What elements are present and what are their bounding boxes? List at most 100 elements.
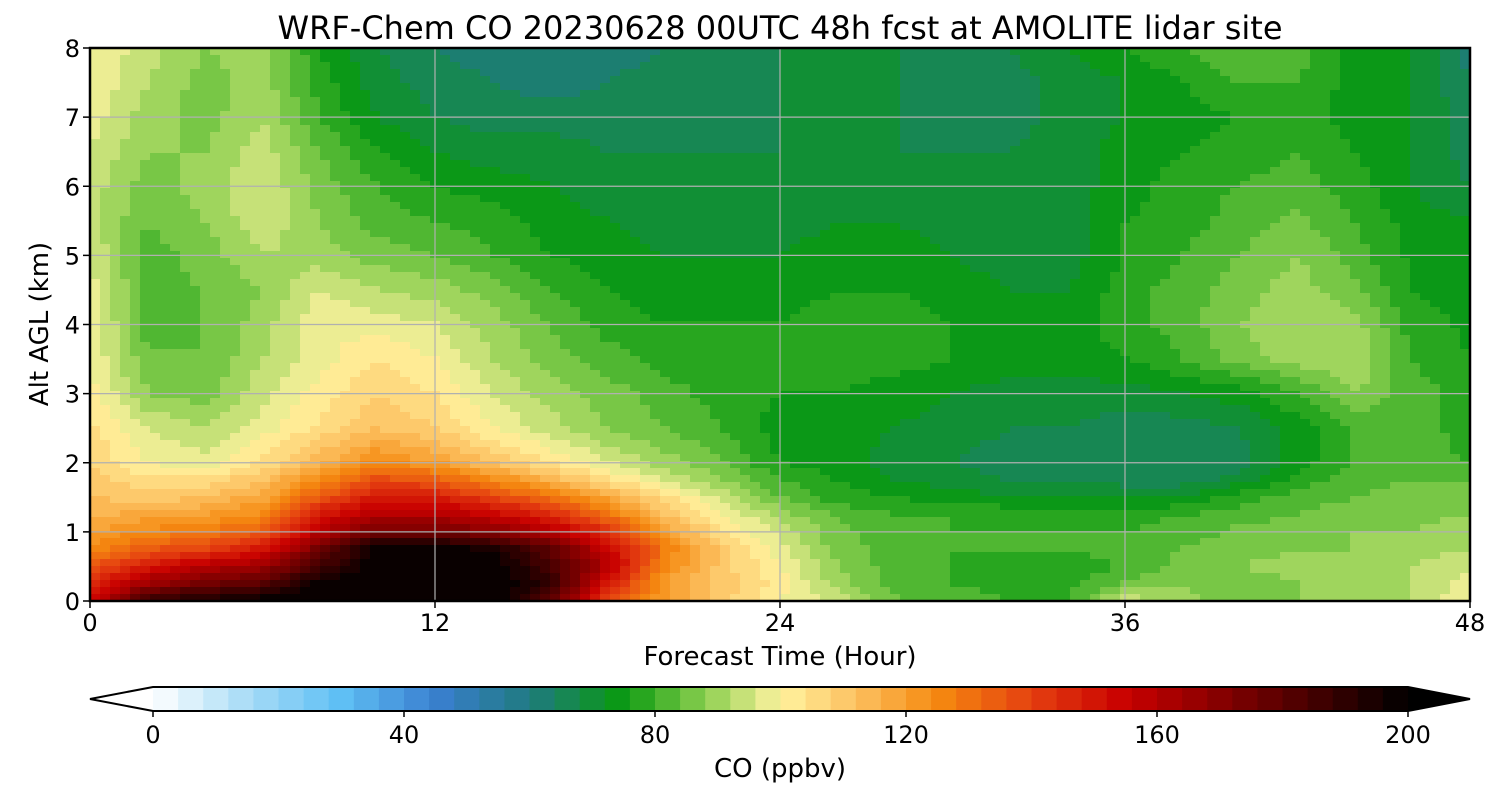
heatmap-cell — [190, 244, 201, 252]
heatmap-cell — [970, 76, 981, 84]
heatmap-cell — [710, 83, 721, 91]
heatmap-cell — [600, 90, 611, 98]
heatmap-cell — [590, 55, 601, 63]
heatmap-cell — [1350, 293, 1361, 301]
heatmap-cell — [90, 293, 101, 301]
heatmap-cell — [890, 118, 901, 126]
heatmap-cell — [920, 188, 931, 196]
heatmap-cell — [100, 216, 111, 224]
heatmap-cell — [170, 62, 181, 70]
heatmap-cell — [490, 244, 501, 252]
heatmap-cell — [1230, 69, 1241, 77]
heatmap-cell — [1030, 62, 1041, 70]
heatmap-cell — [530, 216, 541, 224]
heatmap-cell — [510, 104, 521, 112]
heatmap-cell — [90, 209, 101, 217]
heatmap-cell — [520, 139, 531, 147]
heatmap-cell — [220, 139, 231, 147]
heatmap-cell — [660, 202, 671, 210]
heatmap-cell — [890, 258, 901, 266]
heatmap-cell — [960, 293, 971, 301]
heatmap-cell — [1330, 293, 1341, 301]
heatmap-cell — [220, 62, 231, 70]
heatmap-cell — [650, 174, 661, 182]
heatmap-cell — [940, 230, 951, 238]
heatmap-cell — [1110, 132, 1121, 140]
heatmap-cell — [920, 76, 931, 84]
heatmap-cell — [1050, 76, 1061, 84]
heatmap-cell — [680, 153, 691, 161]
heatmap-cell — [170, 146, 181, 154]
heatmap-cell — [290, 69, 301, 77]
heatmap-cell — [100, 230, 111, 238]
heatmap-cell — [410, 181, 421, 189]
heatmap-cell — [1280, 293, 1291, 301]
heatmap-cell — [770, 69, 781, 77]
heatmap-cell — [910, 195, 921, 203]
heatmap-cell — [950, 118, 961, 126]
heatmap-cell — [690, 153, 701, 161]
heatmap-cell — [620, 125, 631, 133]
heatmap-cell — [1050, 104, 1061, 112]
heatmap-cell — [420, 139, 431, 147]
heatmap-cell — [320, 202, 331, 210]
heatmap-cell — [960, 125, 971, 133]
heatmap-cell — [1250, 293, 1261, 301]
heatmap-cell — [1300, 195, 1311, 203]
heatmap-cell — [1410, 279, 1421, 287]
heatmap-cell — [1310, 293, 1321, 301]
heatmap-cell — [940, 111, 951, 119]
heatmap-cell — [1110, 69, 1121, 77]
heatmap-cell — [610, 90, 621, 98]
heatmap-cell — [1300, 97, 1311, 105]
heatmap-cell — [340, 118, 351, 126]
heatmap-cell — [1290, 272, 1301, 280]
heatmap-cell — [1200, 55, 1211, 63]
heatmap-cell — [210, 48, 221, 56]
heatmap-cell — [860, 244, 871, 252]
heatmap-cell — [740, 223, 751, 231]
heatmap-cell — [370, 300, 381, 308]
heatmap-cell — [370, 258, 381, 266]
heatmap-cell — [850, 216, 861, 224]
heatmap-cell — [860, 160, 871, 168]
heatmap-cell — [1060, 237, 1071, 245]
heatmap-cell — [1290, 62, 1301, 70]
heatmap-cell — [920, 286, 931, 294]
heatmap-cell — [670, 48, 681, 56]
heatmap-cell — [360, 195, 371, 203]
heatmap-cell — [670, 97, 681, 105]
heatmap-cell — [1020, 216, 1031, 224]
heatmap-cell — [1290, 118, 1301, 126]
heatmap-cell — [440, 69, 451, 77]
heatmap-cell — [750, 286, 761, 294]
heatmap-cell — [790, 202, 801, 210]
heatmap-cell — [1270, 125, 1281, 133]
heatmap-cell — [1030, 244, 1041, 252]
heatmap-cell — [1190, 104, 1201, 112]
heatmap-cell — [890, 244, 901, 252]
heatmap-cell — [450, 90, 461, 98]
heatmap-cell — [1070, 90, 1081, 98]
heatmap-cell — [550, 272, 561, 280]
heatmap-cell — [380, 83, 391, 91]
heatmap-cell — [570, 62, 581, 70]
heatmap-cell — [1280, 111, 1291, 119]
heatmap-cell — [1410, 167, 1421, 175]
heatmap-cell — [410, 223, 421, 231]
heatmap-cell — [1270, 146, 1281, 154]
heatmap-cell — [370, 279, 381, 287]
heatmap-cell — [420, 90, 431, 98]
heatmap-cell — [1340, 272, 1351, 280]
heatmap-cell — [1200, 265, 1211, 273]
heatmap-cell — [820, 48, 831, 56]
heatmap-cell — [490, 104, 501, 112]
heatmap-cell — [1430, 132, 1441, 140]
heatmap-cell — [880, 104, 891, 112]
heatmap-cell — [380, 244, 391, 252]
heatmap-cell — [1040, 48, 1051, 56]
heatmap-cell — [880, 76, 891, 84]
heatmap-cell — [860, 97, 871, 105]
heatmap-cell — [1410, 132, 1421, 140]
heatmap-cell — [440, 202, 451, 210]
